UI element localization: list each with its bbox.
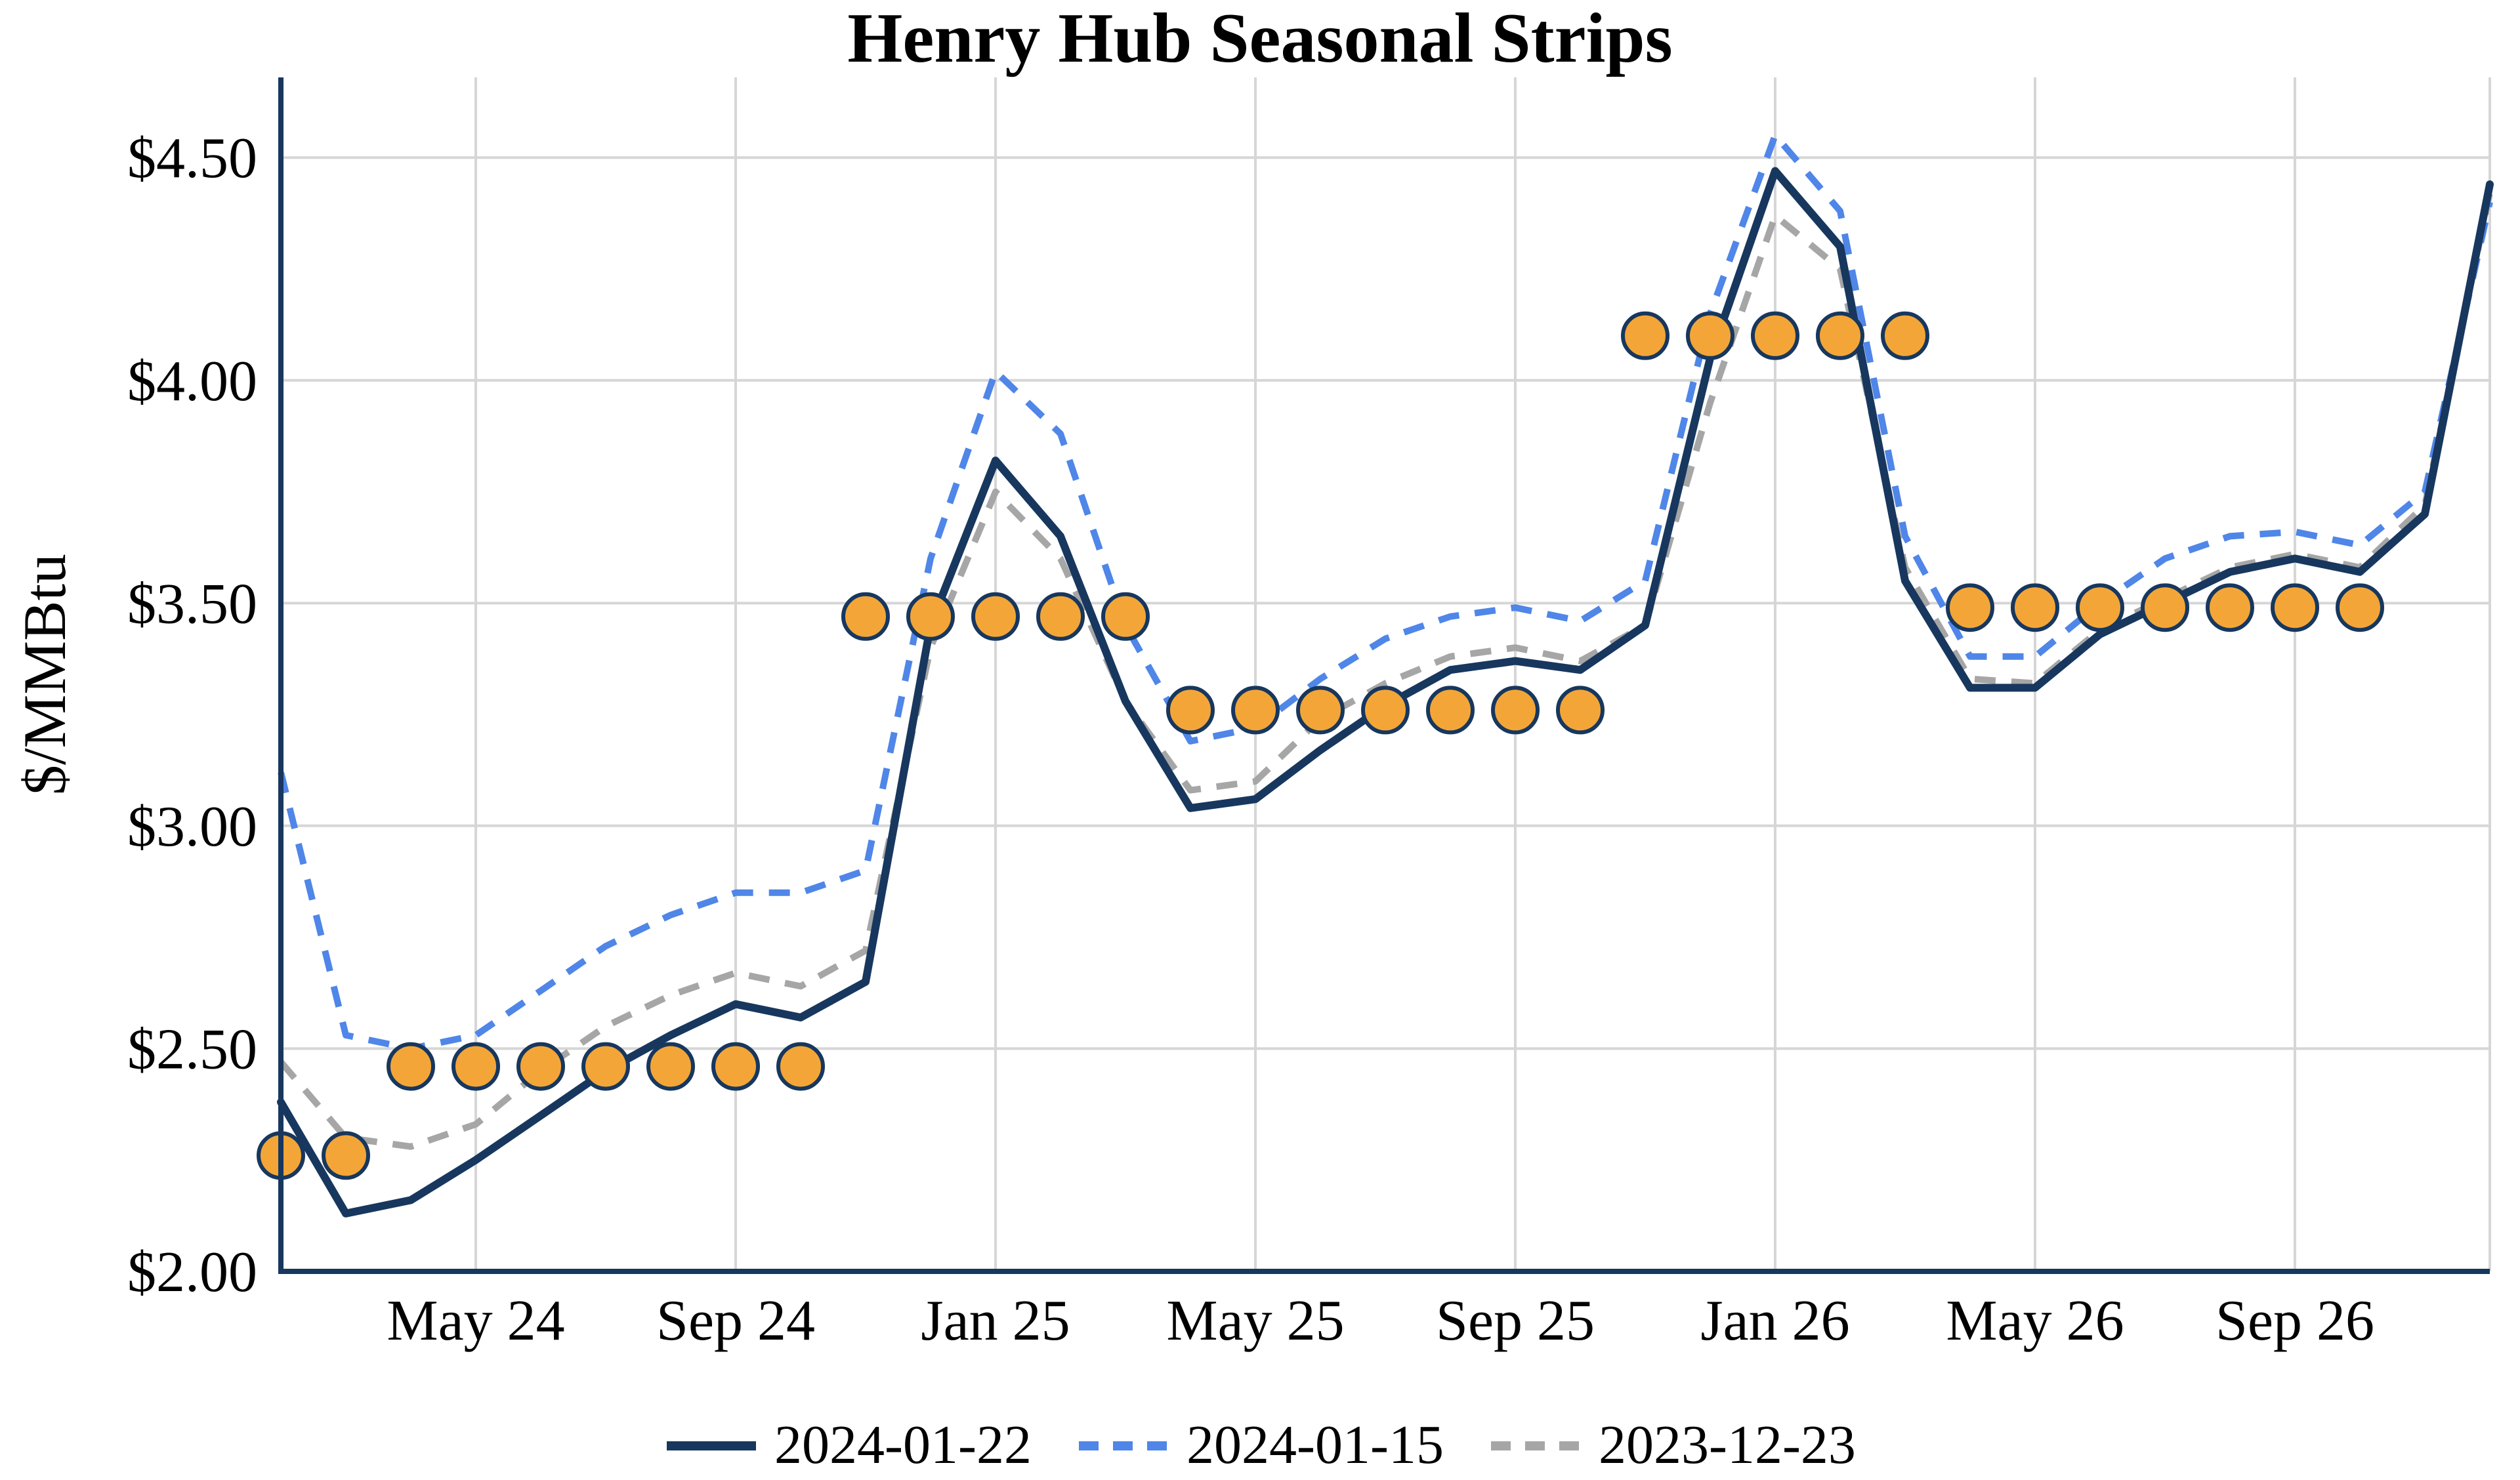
series-line-2023-12-23 — [278, 192, 2493, 1150]
strip-marker — [452, 1042, 500, 1091]
x-tick-label: May 25 — [1166, 1289, 1344, 1353]
strip-marker — [1231, 686, 1280, 735]
y-tick-labels: $2.00 $2.50 $3.00 $3.50 $4.00 $4.50 — [127, 127, 257, 1304]
legend-line-sample-solid — [667, 1441, 757, 1450]
strip-marker — [2076, 583, 2124, 632]
strip-marker — [1556, 686, 1605, 735]
legend-item-2024-01-15: 2024-01-15 — [1076, 1414, 1444, 1477]
strip-marker — [2141, 583, 2189, 632]
y-tick-label: $2.50 — [127, 1018, 257, 1081]
x-tick-labels: May 24 Sep 24 Jan 25 May 25 Sep 25 Jan 26 May … — [387, 1289, 2374, 1353]
strip-marker — [1881, 311, 1929, 360]
x-tick-label: Sep 24 — [656, 1289, 815, 1353]
strip-marker — [1621, 311, 1670, 360]
legend-label: 2023-12-23 — [1598, 1416, 1856, 1476]
legend-label: 2024-01-22 — [774, 1416, 1032, 1476]
strip-marker — [1426, 686, 1475, 735]
legend-label: 2024-01-15 — [1186, 1416, 1444, 1476]
strip-marker — [1101, 592, 1150, 641]
strip-marker — [1166, 686, 1215, 735]
strip-marker — [711, 1042, 760, 1091]
strip-markers — [257, 311, 2384, 1180]
strip-marker — [2271, 583, 2319, 632]
legend-line-sample-dashed-gray — [1490, 1441, 1580, 1450]
y-tick-label: $3.00 — [127, 795, 257, 859]
strip-marker — [646, 1042, 695, 1091]
strip-marker — [387, 1042, 435, 1091]
strip-marker — [1361, 686, 1410, 735]
strip-marker — [1816, 311, 1864, 360]
strip-marker — [1491, 686, 1540, 735]
gridlines — [281, 77, 2491, 1273]
strip-marker — [2206, 583, 2254, 632]
strip-marker — [322, 1131, 370, 1180]
axes — [278, 77, 2490, 1274]
strip-marker — [906, 592, 955, 641]
series-line-2024-01-15 — [278, 132, 2493, 1052]
legend: 2024-01-22 2024-01-15 2023-12-23 — [0, 1414, 2520, 1477]
y-tick-label: $4.00 — [127, 350, 257, 413]
strip-marker — [1686, 311, 1734, 360]
y-tick-label: $4.50 — [127, 127, 257, 190]
x-tick-label: Jan 26 — [1700, 1289, 1849, 1353]
strip-marker — [1296, 686, 1345, 735]
chart-title: Henry Hub Seasonal Strips — [847, 0, 1673, 77]
strip-marker — [1946, 583, 1994, 632]
strip-marker — [841, 592, 890, 641]
x-tick-label: Jan 25 — [921, 1289, 1070, 1353]
y-tick-label: $3.50 — [127, 572, 257, 636]
strip-marker — [776, 1042, 825, 1091]
legend-item-2024-01-22: 2024-01-22 — [664, 1414, 1032, 1477]
legend-item-2023-12-23: 2023-12-23 — [1488, 1414, 1856, 1477]
strip-marker — [971, 592, 1020, 641]
strip-marker — [2336, 583, 2384, 632]
strip-marker — [1036, 592, 1085, 641]
strip-marker — [1751, 311, 1799, 360]
x-tick-label: May 26 — [1946, 1289, 2124, 1353]
x-tick-label: Sep 25 — [1436, 1289, 1595, 1353]
x-tick-label: Sep 26 — [2216, 1289, 2374, 1353]
strip-marker — [2011, 583, 2059, 632]
strip-marker — [516, 1042, 565, 1091]
y-tick-label: $2.00 — [127, 1241, 257, 1304]
x-tick-label: May 24 — [387, 1289, 564, 1353]
strip-marker — [581, 1042, 630, 1091]
legend-line-sample-dashed-blue — [1079, 1441, 1168, 1450]
